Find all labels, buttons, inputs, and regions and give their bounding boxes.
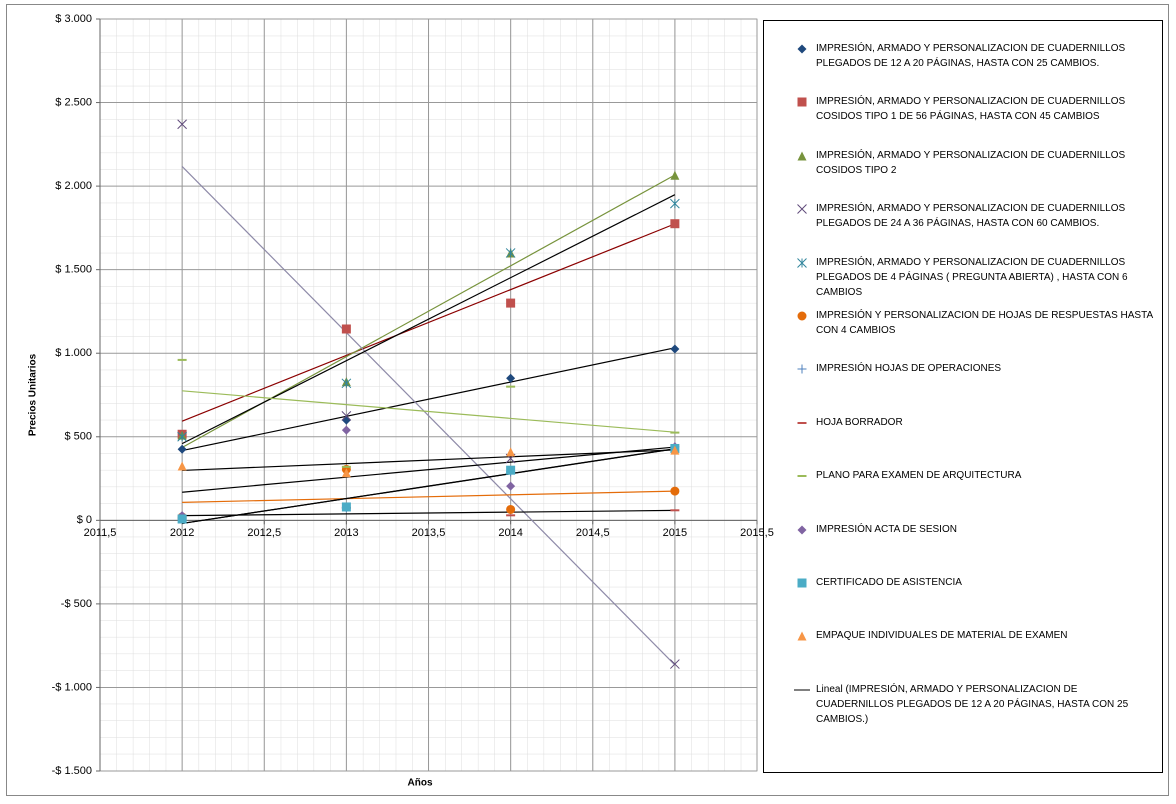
x-tick-label: 2015 [663,527,687,539]
trend-line [181,194,676,445]
trend-line [182,390,675,433]
marker [341,502,351,512]
x-tick-label: 2014,5 [576,527,610,539]
legend-label: IMPRESIÓN, ARMADO Y PERSONALIZACION DE C… [816,96,1126,123]
legend-icon [797,421,807,424]
legend-label: PLANO PARA EXAMEN DE ARQUITECTURA [816,470,1022,482]
y-tick-label: -$ 1.000 [52,681,92,693]
legend-icon [797,578,807,588]
marker [506,447,516,457]
marker [797,311,807,321]
marker [797,257,807,268]
y-tick-label: $ 0 [77,514,92,526]
legend-label: IMPRESIÓN, ARMADO Y PERSONALIZACION DE C… [816,149,1126,176]
marker [670,219,680,229]
marker [177,514,187,524]
legend-label: IMPRESIÓN Y PERSONALIZACION DE HOJAS DE … [816,310,1153,336]
legend-label: IMPRESIÓN, ARMADO Y PERSONALIZACION DE C… [816,203,1126,230]
marker [797,44,807,54]
legend-label: IMPRESIÓN HOJAS DE OPERACIONES [816,363,1002,375]
marker [341,411,352,421]
legend-label: IMPRESIÓN, ARMADO Y PERSONALIZACION DE C… [816,256,1128,298]
marker [506,373,516,383]
marker [177,444,187,454]
x-tick-label: 2014 [498,527,522,539]
marker [341,468,351,478]
marker [797,97,807,107]
trend-line [182,449,675,472]
x-tick-label: 2012 [170,527,194,539]
legend-icon [797,364,807,374]
marker [341,378,352,389]
legend: IMPRESIÓN, ARMADO Y PERSONALIZACION DE C… [763,20,1163,773]
marker [506,504,516,514]
x-tick-label: 2013 [334,527,358,539]
marker [341,324,351,334]
trend-line [181,165,676,666]
legend-icon [797,525,807,535]
marker [177,461,187,471]
marker [797,204,807,215]
trend-line [182,490,675,503]
marker [670,445,680,455]
marker [670,659,680,669]
marker [670,198,680,209]
marker [797,364,807,374]
marker [797,151,807,161]
legend-icon [797,475,807,478]
legend-icon [797,311,807,321]
marker [341,425,351,435]
marker [670,344,680,354]
legend-icon [797,257,807,268]
trend-line [182,446,675,493]
marker [797,525,807,535]
legend-icon [794,689,810,691]
y-tick-label: $ 1.500 [55,264,92,276]
y-tick-label: -$ 1.500 [52,765,92,777]
marker [670,486,680,496]
legend-icon [797,97,807,107]
y-tick-label: $ 1.000 [55,347,92,359]
y-tick-label: -$ 500 [61,598,92,610]
trend-line [182,509,675,517]
legend-label: EMPAQUE INDIVIDUALES DE MATERIAL DE EXAM… [816,630,1068,642]
y-tick-label: $ 3.000 [55,13,92,25]
legend-icon [797,631,807,641]
x-axis-title: Años [408,778,433,789]
y-tick-label: $ 2.500 [55,96,92,108]
y-axis-title: Precios Unitarios [28,353,39,436]
y-tick-label: $ 500 [64,431,92,443]
marker [506,298,516,308]
chart-frame [6,4,1169,796]
legend-icon [797,44,807,54]
marker [177,119,187,130]
legend-label: CERTIFICADO DE ASISTENCIA [816,577,962,588]
marker [797,578,807,588]
y-tick-label: $ 2.000 [55,180,92,192]
marker [506,465,516,475]
x-tick-label: 2012,5 [247,527,281,539]
marker [797,631,807,641]
legend-label: HOJA BORRADOR [816,416,903,428]
marker [670,170,680,180]
legend-icon [797,151,807,161]
legend-label: IMPRESIÓN, ARMADO Y PERSONALIZACION DE C… [816,43,1126,69]
trend-line [181,223,676,422]
x-tick-label: 2013,5 [412,527,446,539]
legend-label: Lineal (IMPRESIÓN, ARMADO Y PERSONALIZAC… [816,683,1129,725]
x-tick-label: 2015,5 [740,527,774,539]
trend-line [182,347,675,452]
marker [505,248,516,258]
legend-icon [797,204,807,215]
trend-line [182,448,675,525]
marker [506,481,516,491]
legend-label: IMPRESIÓN ACTA DE SESION [816,523,957,535]
marker [177,431,187,442]
